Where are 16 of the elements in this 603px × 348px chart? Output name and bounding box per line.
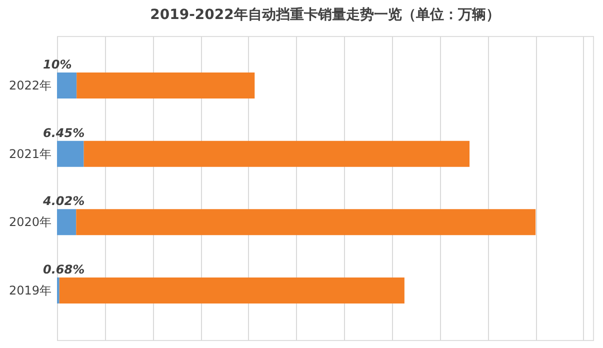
- y-tick-label: 2020年: [8, 215, 52, 230]
- y-tick-label: 2019年: [8, 283, 52, 298]
- bar: [76, 72, 255, 99]
- annotation: 6.45%: [43, 126, 85, 140]
- annotation: 10%: [43, 58, 72, 72]
- bar: [57, 72, 77, 99]
- bar: [57, 140, 84, 167]
- chart-title: 2019-2022年自动挡重卡销量走势一览（单位：万辆）: [150, 7, 500, 23]
- bar: [59, 277, 404, 304]
- bar: [57, 209, 76, 236]
- y-tick-label: 2022年: [8, 78, 52, 93]
- annotation: 0.68%: [43, 262, 85, 276]
- y-tick-label: 2021年: [8, 146, 52, 161]
- bar: [76, 209, 536, 236]
- bar: [84, 140, 470, 167]
- annotation: 4.02%: [42, 194, 85, 208]
